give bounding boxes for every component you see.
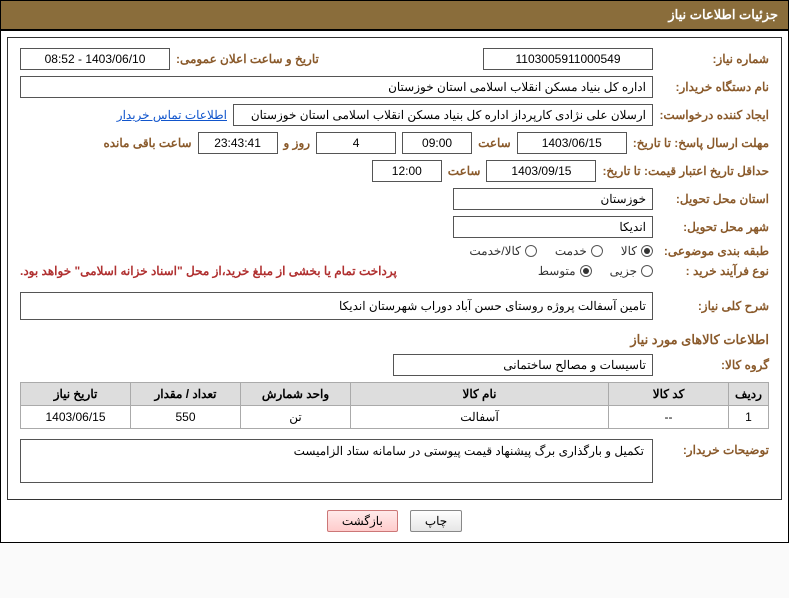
table-header-cell: تعداد / مقدار xyxy=(131,383,241,406)
resp-time-label: ساعت xyxy=(478,136,511,150)
button-row: چاپ بازگشت xyxy=(7,500,782,536)
radio-label: متوسط xyxy=(538,264,576,278)
radio-icon xyxy=(641,265,653,277)
page-title: جزئیات اطلاعات نیاز xyxy=(668,7,778,22)
radio-label: خدمت xyxy=(555,244,587,258)
table-header-cell: تاریخ نیاز xyxy=(21,383,131,406)
buyer-notes-label: توضیحات خریدار: xyxy=(659,439,769,457)
group-field: تاسیسات و مصالح ساختمانی xyxy=(393,354,653,376)
announce-date-field: 1403/06/10 - 08:52 xyxy=(20,48,170,70)
category-option[interactable]: کالا/خدمت xyxy=(469,244,536,258)
countdown-field: 23:43:41 xyxy=(198,132,278,154)
payment-note: پرداخت تمام یا بخشی از مبلغ خرید،از محل … xyxy=(20,264,397,278)
back-button[interactable]: بازگشت xyxy=(327,510,398,532)
table-cell: تن xyxy=(241,406,351,429)
radio-icon xyxy=(641,245,653,257)
items-section-title: اطلاعات کالاهای مورد نیاز xyxy=(20,332,769,348)
table-cell: 1 xyxy=(729,406,769,429)
need-number-label: شماره نیاز: xyxy=(659,52,769,66)
resp-date-field: 1403/06/15 xyxy=(517,132,627,154)
price-time-field: 12:00 xyxy=(372,160,442,182)
category-option[interactable]: کالا xyxy=(621,244,653,258)
page-header: جزئیات اطلاعات نیاز xyxy=(0,0,789,30)
delivery-province-label: استان محل تحویل: xyxy=(659,192,769,206)
delivery-province-field: خوزستان xyxy=(453,188,653,210)
resp-deadline-label: مهلت ارسال پاسخ: تا تاریخ: xyxy=(633,136,769,150)
table-header-row: ردیفکد کالانام کالاواحد شمارشتعداد / مقد… xyxy=(21,383,769,406)
table-cell: آسفالت xyxy=(351,406,609,429)
category-option[interactable]: خدمت xyxy=(555,244,603,258)
resp-time-field: 09:00 xyxy=(402,132,472,154)
buyer-org-label: نام دستگاه خریدار: xyxy=(659,80,769,94)
category-label: طبقه بندی موضوعی: xyxy=(659,244,769,258)
need-number-field: 1103005911000549 xyxy=(483,48,653,70)
delivery-city-field: اندیکا xyxy=(453,216,653,238)
days-count-field: 4 xyxy=(316,132,396,154)
radio-label: کالا/خدمت xyxy=(469,244,520,258)
buyer-contact-link[interactable]: اطلاعات تماس خریدار xyxy=(117,108,227,122)
price-time-label: ساعت xyxy=(448,164,481,178)
table-cell: 1403/06/15 xyxy=(21,406,131,429)
requester-field: ارسلان علی نژادی کارپرداز اداره کل بنیاد… xyxy=(233,104,653,126)
buyer-notes-box: تکمیل و بارگذاری برگ پیشنهاد قیمت پیوستی… xyxy=(20,439,653,483)
radio-label: کالا xyxy=(621,244,637,258)
requester-label: ایجاد کننده درخواست: xyxy=(659,108,769,122)
price-date-field: 1403/09/15 xyxy=(486,160,596,182)
table-header-cell: کد کالا xyxy=(609,383,729,406)
inner-frame: شماره نیاز: 1103005911000549 تاریخ و ساع… xyxy=(7,37,782,500)
radio-icon xyxy=(525,245,537,257)
process-radio-group: جزیی متوسط xyxy=(538,264,653,278)
table-cell: 550 xyxy=(131,406,241,429)
process-type-label: نوع فرآیند خرید : xyxy=(659,264,769,278)
table-header-cell: ردیف xyxy=(729,383,769,406)
radio-label: جزیی xyxy=(610,264,637,278)
process-option[interactable]: متوسط xyxy=(538,264,592,278)
outer-frame: شماره نیاز: 1103005911000549 تاریخ و ساع… xyxy=(0,30,789,543)
delivery-city-label: شهر محل تحویل: xyxy=(659,220,769,234)
radio-icon xyxy=(580,265,592,277)
table-header-cell: نام کالا xyxy=(351,383,609,406)
price-validity-label: حداقل تاریخ اعتبار قیمت: تا تاریخ: xyxy=(602,164,769,178)
category-radio-group: کالا خدمت کالا/خدمت xyxy=(469,244,653,258)
announce-date-label: تاریخ و ساعت اعلان عمومی: xyxy=(176,52,319,66)
group-label: گروه کالا: xyxy=(659,358,769,372)
items-table: ردیفکد کالانام کالاواحد شمارشتعداد / مقد… xyxy=(20,382,769,429)
radio-icon xyxy=(591,245,603,257)
process-option[interactable]: جزیی xyxy=(610,264,653,278)
overall-desc-label: شرح کلی نیاز: xyxy=(659,299,769,313)
table-cell: -- xyxy=(609,406,729,429)
table-row: 1--آسفالتتن5501403/06/15 xyxy=(21,406,769,429)
buyer-org-field: اداره کل بنیاد مسکن انقلاب اسلامی استان … xyxy=(20,76,653,98)
days-word: روز و xyxy=(284,136,311,150)
overall-desc-field: تامین آسفالت پروژه روستای حسن آباد دوراب… xyxy=(20,292,653,320)
print-button[interactable]: چاپ xyxy=(410,510,462,532)
table-header-cell: واحد شمارش xyxy=(241,383,351,406)
remaining-label: ساعت باقی مانده xyxy=(103,136,191,150)
